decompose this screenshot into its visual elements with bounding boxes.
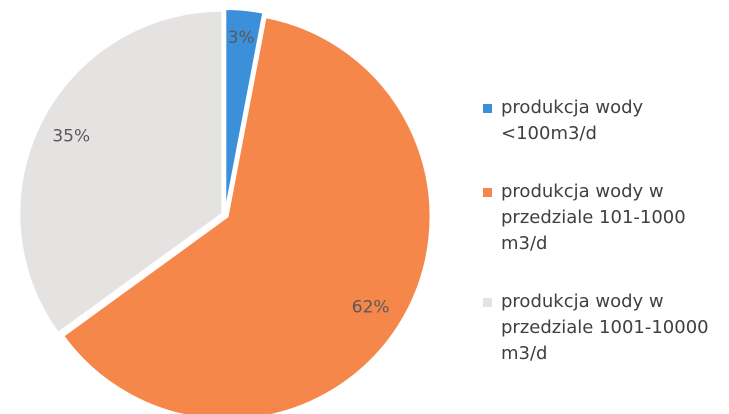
data-label: 3% xyxy=(228,28,255,48)
data-label: 35% xyxy=(52,127,90,147)
legend-label: produkcja wody w przedziale 1001-10000 m… xyxy=(501,291,709,364)
legend-swatch xyxy=(483,298,492,307)
legend-item: produkcja wody w przedziale 101-1000 m3/… xyxy=(483,179,713,257)
data-label: 62% xyxy=(352,297,390,317)
pie-slice xyxy=(61,16,432,414)
legend: produkcja wody <100m3/d produkcja wody w … xyxy=(483,95,713,399)
legend-swatch xyxy=(483,104,492,113)
legend-swatch xyxy=(483,188,492,197)
legend-item: produkcja wody <100m3/d xyxy=(483,95,713,147)
legend-label: produkcja wody w przedziale 101-1000 m3/… xyxy=(501,181,686,254)
legend-label: produkcja wody <100m3/d xyxy=(501,97,644,144)
pie-slice xyxy=(18,9,224,335)
legend-item: produkcja wody w przedziale 1001-10000 m… xyxy=(483,289,713,367)
pie-slice xyxy=(224,8,265,213)
